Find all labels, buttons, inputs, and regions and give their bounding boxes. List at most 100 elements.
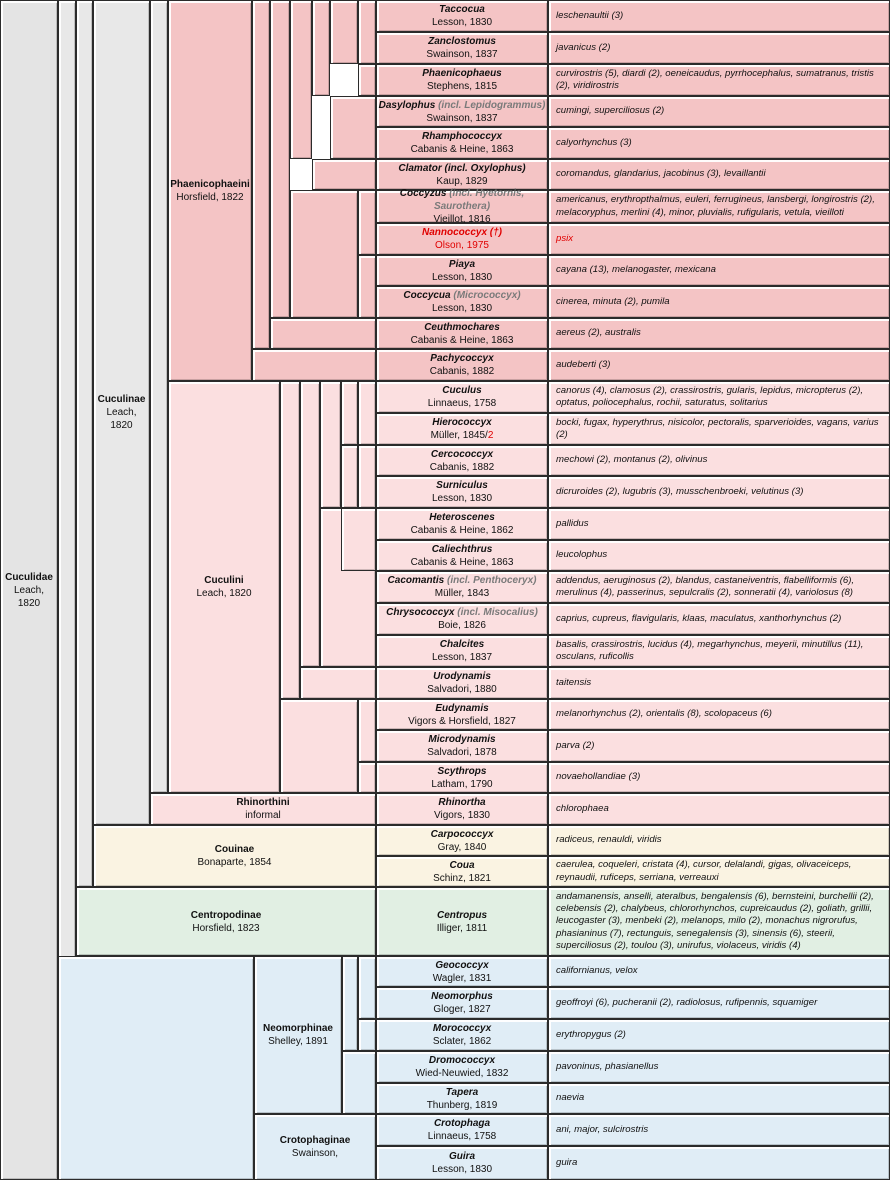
genus-name: Taccocua <box>439 4 485 15</box>
genus-author-text: Linnaeus, 1758 <box>428 398 496 409</box>
species-cell: psix <box>548 223 890 255</box>
genus-author-text: Gray, 1840 <box>438 842 487 853</box>
species-list: erythropygus (2) <box>556 1029 626 1041</box>
clade-bracket <box>358 956 376 1019</box>
clade-bracket <box>270 0 290 318</box>
subfamily-cuculinae: Cuculinae Leach, 1820 <box>93 0 150 825</box>
genus-author: Schinz, 1821 <box>433 872 491 885</box>
tribe-author: Horsfield, 1822 <box>176 191 243 204</box>
genus-cell: RhinorthaVigors, 1830 <box>376 793 548 825</box>
genus-name: Centropus <box>437 910 487 921</box>
species-cell: radiceus, renauldi, viridis <box>548 825 890 856</box>
genus-heading: Taccocua <box>439 3 485 16</box>
genus-name: Ceuthmochares <box>424 322 500 333</box>
genus-author-text: Lesson, 1830 <box>432 493 492 504</box>
genus-author-text: Wied-Neuwied, 1832 <box>416 1068 509 1079</box>
genus-name: Geococcyx <box>435 960 488 971</box>
tribe-rhinorthini: Rhinorthini informal <box>150 793 376 825</box>
genus-heading: Microdynamis <box>428 733 495 746</box>
genus-author-text: Boie, 1826 <box>438 620 486 631</box>
genus-name: Dromococcyx <box>429 1055 495 1066</box>
clade-bracket <box>280 381 300 699</box>
clade-bracket <box>358 255 376 318</box>
genus-name: Pachycoccyx <box>430 353 493 364</box>
genus-cell: PachycoccyxCabanis, 1882 <box>376 349 548 381</box>
genus-cell: TaccocuaLesson, 1830 <box>376 0 548 32</box>
species-cell: caprius, cupreus, flavigularis, klaas, m… <box>548 603 890 635</box>
species-cell: pallidus <box>548 508 890 540</box>
tribe-name: Rhinorthini <box>236 796 289 809</box>
genus-author-text: Müller, 1843 <box>435 588 489 599</box>
genus-name: Rhinortha <box>438 797 485 808</box>
genus-author-note: 2 <box>488 430 494 441</box>
genus-heading: Chrysococcyx (incl. Misocalius) <box>386 606 538 619</box>
species-cell: americanus, erythropthalmus, euleri, fer… <box>548 190 890 223</box>
genus-heading: Coccyzus (incl. Hyetornis, Saurothera) <box>377 187 547 213</box>
species-list: bocki, fugax, hyperythrus, nisicolor, pe… <box>556 417 882 442</box>
genus-name: Nannococcyx (†) <box>422 227 502 238</box>
species-list: cinerea, minuta (2), pumila <box>556 296 670 308</box>
genus-author: Gloger, 1827 <box>433 1003 490 1016</box>
genus-heading: Coccycua (Micrococcyx) <box>403 289 520 302</box>
genus-heading: Chalcites <box>440 638 484 651</box>
genus-cell: Dromococcyx Wied-Neuwied, 1832 <box>376 1051 548 1083</box>
subfamily-author: Bonaparte, 1854 <box>198 856 272 869</box>
genus-cell: PiayaLesson, 1830 <box>376 255 548 286</box>
genus-heading: Rhinortha <box>438 796 485 809</box>
genus-heading: Ceuthmochares <box>424 321 500 334</box>
genus-cell: Coccycua (Micrococcyx)Lesson, 1830 <box>376 286 548 318</box>
species-list: naevia <box>556 1092 584 1104</box>
clade-bracket <box>300 381 320 667</box>
genus-synonym: (incl. Penthoceryx) <box>444 575 536 586</box>
species-cell: naevia <box>548 1083 890 1114</box>
species-list: aereus (2), australis <box>556 327 641 339</box>
genus-cell: CeuthmocharesCabanis & Heine, 1863 <box>376 318 548 349</box>
genus-author: Latham, 1790 <box>431 778 492 791</box>
species-list: californianus, velox <box>556 965 638 977</box>
genus-author-text: Cabanis, 1882 <box>430 462 495 473</box>
subfamily-centropodinae: Centropodinae Horsfield, 1823 <box>76 887 376 956</box>
genus-heading: Carpococcyx <box>431 828 494 841</box>
species-cell: canorus (4), clamosus (2), crassirostris… <box>548 381 890 413</box>
species-cell: guira <box>548 1146 890 1180</box>
clade-bracket <box>76 0 93 887</box>
clade-bracket <box>358 190 376 255</box>
genus-author: Lesson, 1830 <box>432 271 492 284</box>
species-cell: leucolophus <box>548 540 890 571</box>
genus-author-text: Lesson, 1830 <box>432 1164 492 1175</box>
species-list: taitensis <box>556 677 591 689</box>
genus-name: Coccyzus <box>400 188 447 199</box>
species-cell: audeberti (3) <box>548 349 890 381</box>
genus-author: Olson, 1975 <box>435 239 489 252</box>
species-list: caprius, cupreus, flavigularis, klaas, m… <box>556 613 841 625</box>
genus-author: Lesson, 1837 <box>432 651 492 664</box>
subfamily-name: Cuculinae <box>98 393 146 406</box>
genus-author-text: Illiger, 1811 <box>437 923 487 934</box>
genus-cell: HeteroscenesCabanis & Heine, 1862 <box>376 508 548 540</box>
genus-heading: Dasylophus (incl. Lepidogrammus) <box>379 99 546 112</box>
genus-author-text: Schinz, 1821 <box>433 873 491 884</box>
genus-heading: Nannococcyx (†) <box>422 226 502 239</box>
species-list: dicruroides (2), lugubris (3), musschenb… <box>556 486 803 498</box>
species-cell: taitensis <box>548 667 890 699</box>
clade-bracket <box>330 0 358 64</box>
genus-synonym: (incl. Lepidogrammus) <box>435 100 545 111</box>
genus-author: Linnaeus, 1758 <box>428 397 496 410</box>
species-list: radiceus, renauldi, viridis <box>556 834 662 846</box>
genus-author: Salvadori, 1878 <box>427 746 497 759</box>
genus-author: Stephens, 1815 <box>427 80 497 93</box>
clade-bracket <box>252 0 270 349</box>
subfamily-couinae: Couinae Bonaparte, 1854 <box>93 825 376 887</box>
genus-cell: UrodynamisSalvadori, 1880 <box>376 667 548 699</box>
genus-cell: CarpococcyxGray, 1840 <box>376 825 548 856</box>
genus-author-text: Wagler, 1831 <box>433 973 492 984</box>
family-author: Leach, <box>14 584 44 597</box>
clade-bracket <box>342 1051 376 1114</box>
species-list: ani, major, sulcirostris <box>556 1124 648 1136</box>
genus-name: Hierococcyx <box>432 417 491 428</box>
genus-name: Zanclostomus <box>428 36 496 47</box>
genus-heading: Scythrops <box>438 765 487 778</box>
genus-author: Lesson, 1830 <box>432 16 492 29</box>
clade-bracket <box>320 381 341 508</box>
genus-heading: Morococcyx <box>433 1022 491 1035</box>
